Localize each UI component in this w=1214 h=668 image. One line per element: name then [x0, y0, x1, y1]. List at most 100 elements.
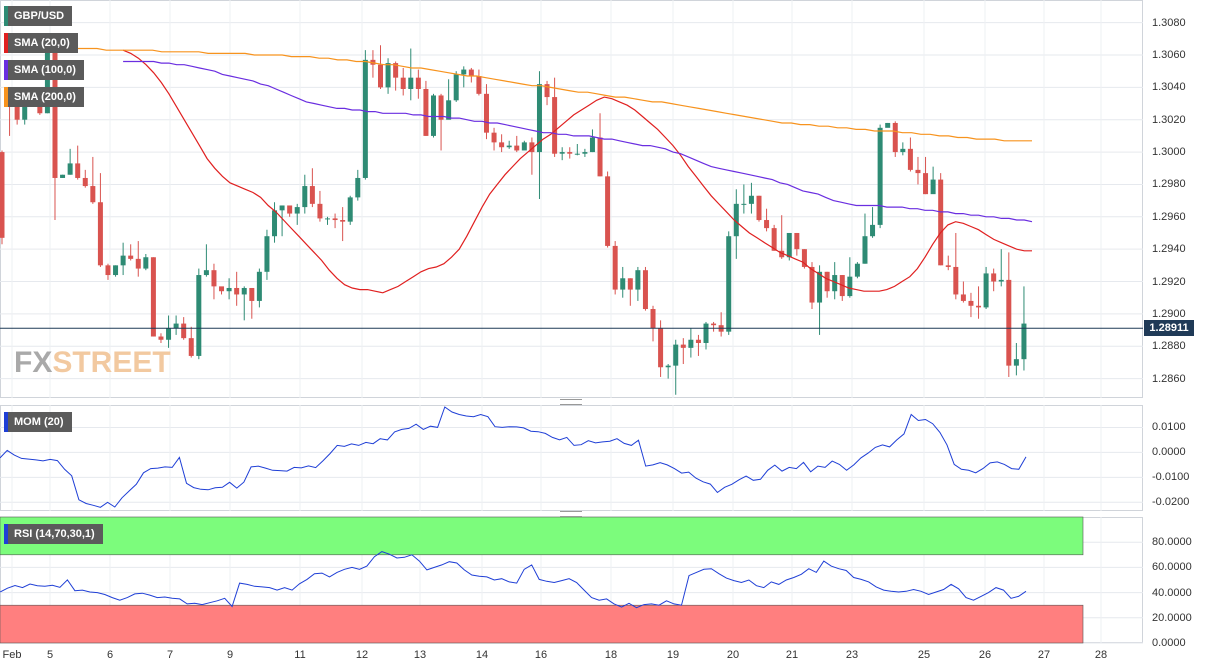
sma200-swatch: [4, 87, 8, 107]
sma100-tag[interactable]: SMA (100,0): [4, 60, 84, 80]
candle-body: [673, 344, 679, 366]
candle-body: [597, 137, 603, 177]
rsi-tick-label: 20.0000: [1152, 611, 1192, 624]
price-tick-label: 1.2940: [1152, 243, 1186, 256]
mom-tag[interactable]: MOM (20): [4, 412, 72, 432]
candle-body: [885, 122, 891, 128]
candle-body: [287, 205, 293, 214]
time-tick-label: 12: [355, 649, 369, 661]
time-tick-label: 21: [785, 649, 799, 661]
candle-body: [256, 271, 262, 301]
candle-body: [559, 152, 565, 154]
candle-body: [453, 74, 459, 101]
candle-body: [854, 263, 860, 277]
candle-body: [90, 186, 96, 203]
rsi-tag[interactable]: RSI (14,70,30,1): [4, 524, 103, 544]
candle-body: [960, 294, 966, 301]
time-tick-label: 9: [226, 649, 234, 661]
symbol-label: GBP/USD: [14, 10, 65, 22]
sma100-swatch: [4, 60, 8, 80]
candle-body: [461, 69, 467, 75]
candle-body: [635, 270, 641, 290]
candle-body: [741, 203, 747, 205]
candle-body: [483, 93, 489, 133]
candle-body: [430, 95, 436, 136]
sma200-line: [60, 47, 1032, 142]
candle-body: [135, 258, 141, 269]
candle-body: [612, 245, 618, 290]
candle-body: [665, 365, 671, 368]
logo-fx: FX: [14, 346, 53, 379]
candle-body: [892, 122, 898, 153]
rsi-tick-label: 0.0000: [1152, 637, 1186, 649]
candle-body: [52, 50, 58, 178]
candle-body: [294, 207, 300, 214]
time-tick-label: 23: [845, 649, 859, 661]
candle-body: [158, 336, 164, 340]
candle-body: [733, 203, 739, 237]
candle-body: [695, 339, 701, 343]
candle-body: [340, 220, 346, 222]
candle-body: [900, 148, 906, 153]
candle-body: [870, 224, 876, 237]
time-tick-label: 16: [534, 649, 548, 661]
candle-body: [105, 265, 111, 276]
pane-resize-handle-1[interactable]: [560, 399, 582, 405]
candle-body: [347, 197, 353, 222]
candle-body: [764, 220, 770, 229]
price-tick-label: 1.2900: [1152, 307, 1186, 320]
time-tick-label: 25: [917, 649, 931, 661]
candle-body: [711, 323, 717, 326]
candle-body: [930, 179, 936, 195]
price-tick-label: 1.3000: [1152, 146, 1186, 159]
candle-body: [415, 77, 421, 89]
mom-label: MOM (20): [14, 416, 64, 428]
price-tick-label: 1.3080: [1152, 16, 1186, 29]
fxstreet-logo: FXSTREET: [14, 346, 171, 380]
candle-body: [166, 328, 172, 340]
candle-body: [620, 278, 626, 290]
candle-body: [203, 270, 209, 276]
candle-body: [317, 203, 323, 219]
candle-body: [385, 63, 391, 88]
candle-body: [400, 77, 406, 89]
candle-body: [1013, 359, 1019, 366]
candle-body: [627, 278, 633, 290]
candle-body: [688, 339, 694, 348]
candle-body: [809, 266, 815, 303]
candle-body: [779, 250, 785, 258]
price-tick-label: 1.2960: [1152, 210, 1186, 223]
sma20-line: [122, 49, 1032, 294]
candle-body: [976, 305, 982, 308]
candle-body: [423, 88, 429, 136]
sma20-tag[interactable]: SMA (20,0): [4, 33, 78, 53]
rsi-oversold-zone: [0, 604, 1084, 644]
candle-body: [771, 228, 777, 251]
candle-body: [536, 84, 542, 153]
time-tick-label: 27: [1037, 649, 1051, 661]
candle-body: [817, 271, 823, 303]
candle-body: [544, 84, 550, 98]
candle-body: [552, 97, 558, 154]
price-tick-label: 1.3040: [1152, 81, 1186, 94]
sma200-label: SMA (200,0): [14, 91, 76, 103]
time-tick-label: 7: [166, 649, 174, 661]
candle-body: [44, 50, 50, 114]
candle-body: [211, 270, 217, 287]
pane-resize-handle-2[interactable]: [560, 511, 582, 517]
candle-body: [234, 287, 240, 295]
rsi-tick-label: 80.0000: [1152, 536, 1192, 549]
candle-body: [877, 127, 883, 225]
candle-body: [650, 309, 656, 329]
candle-body: [567, 152, 573, 154]
candle-body: [188, 338, 194, 356]
candle-body: [14, 103, 20, 120]
candle-body: [362, 59, 368, 178]
candle-body: [582, 152, 588, 154]
candle-body: [393, 63, 399, 78]
sma200-tag[interactable]: SMA (200,0): [4, 87, 84, 107]
symbol-tag[interactable]: GBP/USD: [4, 6, 73, 26]
time-tick-label: 28: [1094, 649, 1108, 661]
rsi-overbought-zone: [0, 516, 1084, 556]
